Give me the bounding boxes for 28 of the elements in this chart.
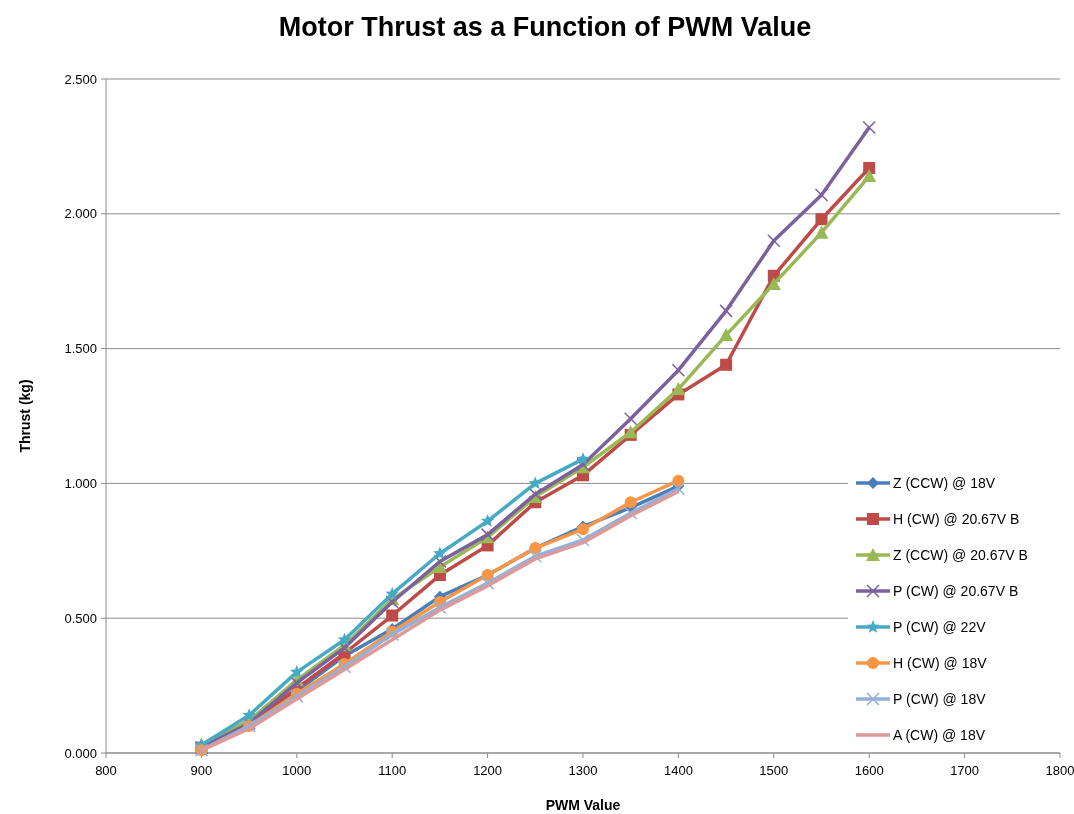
x-tick-label: 800 — [95, 763, 117, 778]
x-tick-label: 1800 — [1045, 763, 1074, 778]
chart-title: Motor Thrust as a Function of PWM Value — [278, 12, 812, 42]
y-tick-label: 0.000 — [64, 745, 97, 761]
x-tick-label: 1400 — [663, 763, 693, 778]
legend-label: Z (CCW) @ 20.67V B — [893, 546, 1028, 563]
x-tick-label: 1600 — [854, 763, 884, 778]
y-tick-label: 0.500 — [64, 610, 97, 626]
y-tick-label: 2.500 — [64, 71, 97, 87]
x-tick-label: 900 — [190, 763, 213, 778]
y-tick-label: 1.500 — [64, 341, 97, 357]
x-axis-title: PWM Value — [545, 797, 621, 813]
legend-label: P (CW) @ 20.67V B — [893, 582, 1019, 599]
x-tick-label: 1300 — [568, 763, 598, 778]
y-axis-title: Thrust (kg) — [17, 379, 33, 453]
legend-label: A (CW) @ 18V — [893, 726, 986, 743]
x-tick-label: 1500 — [759, 763, 789, 778]
legend-label: P (CW) @ 18V — [893, 690, 987, 707]
x-tick-label: 1000 — [282, 763, 312, 778]
legend-label: H (CW) @ 20.67V B — [893, 510, 1020, 527]
y-tick-label: 2.000 — [64, 206, 97, 222]
legend-label: P (CW) @ 22V — [893, 618, 987, 635]
y-tick-label: 1.000 — [64, 475, 97, 491]
x-tick-label: 1200 — [473, 763, 503, 778]
legend-label: H (CW) @ 18V — [893, 654, 988, 671]
x-tick-label: 1100 — [378, 763, 407, 778]
legend-label: Z (CCW) @ 18V — [893, 474, 996, 491]
x-tick-label: 1700 — [950, 763, 980, 778]
